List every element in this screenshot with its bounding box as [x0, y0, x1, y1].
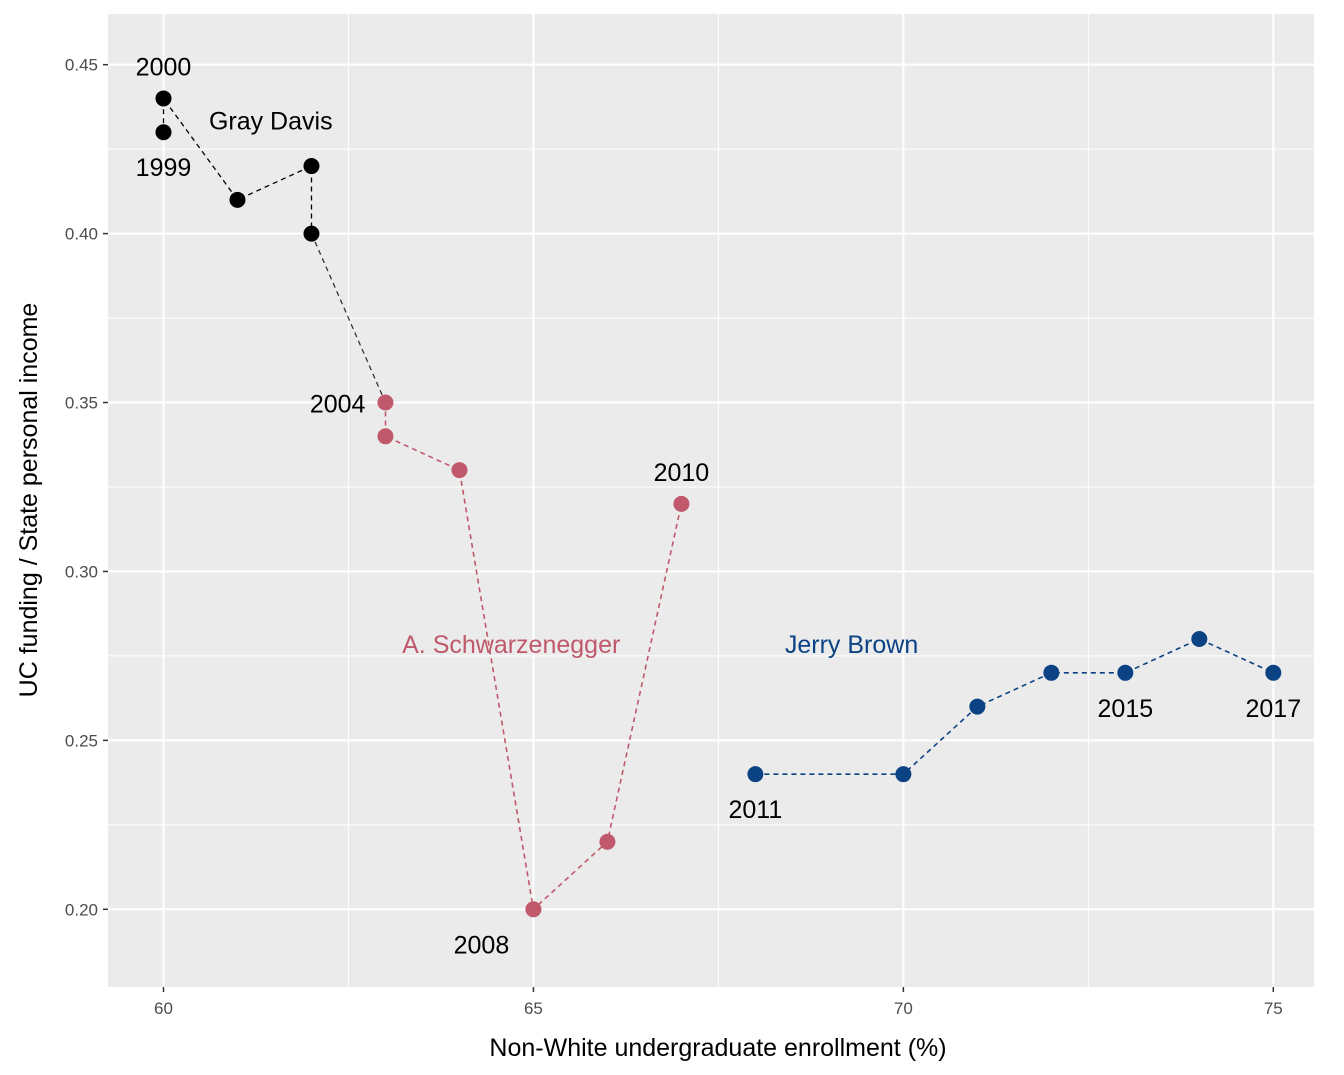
data-point-gray-davis — [155, 90, 172, 107]
x-tick-label: 65 — [524, 999, 543, 1018]
x-axis-title: Non-White undergraduate enrollment (%) — [489, 1034, 946, 1062]
governor-label: A. Schwarzenegger — [402, 631, 620, 659]
data-points — [155, 90, 1282, 918]
data-point-jerry-brown — [895, 766, 912, 783]
series-line-gray-davis — [162, 96, 313, 234]
data-point-jerry-brown — [1043, 664, 1060, 681]
y-tick-label: 0.25 — [65, 731, 98, 750]
data-point-a-schwarzenegger — [673, 495, 690, 512]
y-tick-label: 0.35 — [65, 394, 98, 413]
data-point-a-schwarzenegger — [525, 901, 542, 918]
annotations: 2000 1999 2004 2008 2010 2011 2015 2017 Gray Dav… — [136, 53, 1301, 959]
year-label: 2000 — [136, 53, 192, 81]
y-tick-label: 0.20 — [65, 900, 98, 919]
data-point-jerry-brown — [1191, 631, 1208, 648]
data-point-jerry-brown — [747, 766, 764, 783]
y-tick-label: 0.45 — [65, 56, 98, 75]
data-point-gray-davis — [303, 158, 320, 175]
year-label: 2011 — [729, 796, 783, 824]
data-point-jerry-brown — [1265, 664, 1282, 681]
year-label: 1999 — [136, 154, 192, 182]
data-point-gray-davis — [303, 225, 320, 242]
data-point-a-schwarzenegger — [377, 394, 394, 411]
data-point-gray-davis — [155, 124, 172, 141]
x-tick-label: 75 — [1264, 999, 1283, 1018]
data-point-jerry-brown — [1117, 664, 1134, 681]
year-label: 2004 — [310, 391, 366, 419]
governor-label: Jerry Brown — [785, 631, 918, 659]
connector-line — [310, 233, 387, 403]
axes: 60 65 70 75 0.20 0.25 0.30 0.35 0.40 0.45 — [65, 56, 1283, 1018]
data-point-gray-davis — [229, 191, 246, 208]
data-point-a-schwarzenegger — [599, 833, 616, 850]
data-point-a-schwarzenegger — [451, 462, 468, 479]
y-axis-title: UC funding / State personal income — [15, 303, 43, 698]
governor-label: Gray Davis — [209, 107, 333, 135]
x-tick-label: 60 — [154, 999, 173, 1018]
year-label: 2017 — [1245, 695, 1301, 723]
year-label: 2008 — [454, 931, 510, 959]
x-tick-label: 70 — [894, 999, 913, 1018]
y-tick-label: 0.30 — [65, 562, 98, 581]
data-point-jerry-brown — [969, 698, 986, 715]
plot-panel — [108, 14, 1314, 987]
y-tick-label: 0.40 — [65, 225, 98, 244]
minor-gridlines — [108, 14, 1314, 987]
year-label: 2010 — [654, 459, 710, 487]
year-label: 2015 — [1098, 695, 1154, 723]
major-gridlines — [108, 14, 1314, 987]
data-point-a-schwarzenegger — [377, 428, 394, 445]
